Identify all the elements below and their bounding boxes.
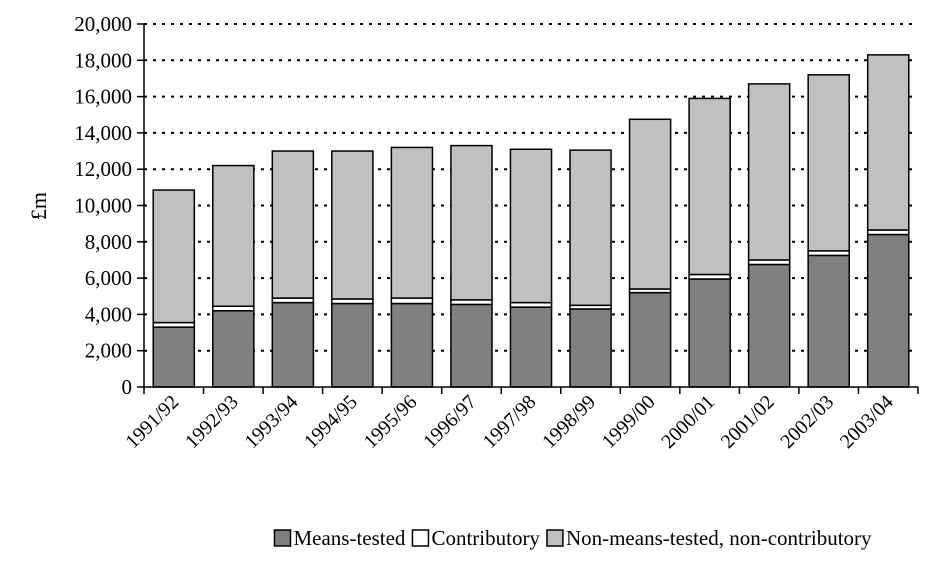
bar-segment xyxy=(212,164,255,307)
bar-segment xyxy=(331,302,374,388)
x-tick-label: 1998/99 xyxy=(538,391,600,453)
legend-item: Contributory xyxy=(411,526,540,550)
x-tick-label: 1993/94 xyxy=(240,391,302,453)
bar-segment xyxy=(390,146,434,299)
bars-group xyxy=(152,54,910,388)
y-tick-label: 4,000 xyxy=(85,302,132,326)
bar-segment xyxy=(569,308,612,388)
x-tick-label: 1994/95 xyxy=(300,391,362,453)
y-tick-label: 10,000 xyxy=(74,194,132,218)
x-tick-label: 1997/98 xyxy=(479,391,541,453)
x-tick-label: 2002/03 xyxy=(776,391,838,453)
bar-segment xyxy=(509,306,553,388)
bar-segment xyxy=(152,326,196,388)
legend-label: Means-tested xyxy=(293,526,405,550)
x-tick-label: 1995/96 xyxy=(360,391,422,453)
legend-item: Non-means-tested, non-contributory xyxy=(546,526,872,550)
bar-segment xyxy=(747,83,791,261)
y-tick-label: 20,000 xyxy=(74,12,132,36)
legend-swatch xyxy=(411,529,430,547)
y-tick-labels: 0 2,000 4,000 6,000 8,000 10,000 12,000 14,000 1… xyxy=(74,12,132,399)
bar-segment xyxy=(390,302,434,388)
bar-segment xyxy=(866,54,910,231)
bar-segment xyxy=(509,148,553,304)
legend-item: Means-tested xyxy=(273,526,406,550)
y-axis-title: £m xyxy=(26,192,51,220)
bar-segment xyxy=(628,291,672,388)
y-tick-label: 16,000 xyxy=(74,85,132,109)
y-tick-label: 0 xyxy=(122,375,133,399)
bar-segment xyxy=(807,254,850,388)
legend-label: Non-means-tested, non-contributory xyxy=(566,526,872,550)
bar-segment xyxy=(271,301,315,388)
legend-label: Contributory xyxy=(431,526,540,550)
bar-segment xyxy=(628,118,672,290)
x-tick-label: 1992/93 xyxy=(181,391,243,453)
x-tick-labels: 1991/921992/931993/941994/951995/961996/… xyxy=(121,391,897,453)
legend-swatch xyxy=(273,529,292,547)
bar-segment xyxy=(450,144,493,301)
y-tick-label: 12,000 xyxy=(74,157,132,181)
x-tick-label: 1996/97 xyxy=(419,391,481,453)
bar-segment xyxy=(688,97,731,276)
y-tick-label: 14,000 xyxy=(74,121,132,145)
bar-segment xyxy=(331,150,374,300)
bar-segment xyxy=(152,189,196,324)
y-tick-label: 6,000 xyxy=(85,266,132,290)
bar-segment xyxy=(569,149,612,307)
legend-swatch xyxy=(546,529,564,547)
y-tick-label: 2,000 xyxy=(85,339,132,363)
bar-segment xyxy=(747,263,791,388)
x-tick-label: 1999/00 xyxy=(598,391,660,453)
bar-segment xyxy=(450,303,493,388)
bar-segment xyxy=(271,150,315,299)
bar-segment xyxy=(390,297,434,305)
bar-segment xyxy=(807,74,850,252)
y-tick-label: 18,000 xyxy=(74,48,132,72)
x-tick-label: 2001/02 xyxy=(717,391,779,453)
bar-segment xyxy=(866,233,910,388)
bar-segment xyxy=(688,278,731,388)
x-tick-label: 1991/92 xyxy=(121,391,183,453)
axes-group xyxy=(137,23,919,394)
y-tick-label: 8,000 xyxy=(85,230,132,254)
legend: Means-tested Contributory Non-means-tested… xyxy=(273,526,872,550)
x-tick-label: 2003/04 xyxy=(836,391,898,453)
bar-segment xyxy=(212,310,255,388)
x-tick-label: 2000/01 xyxy=(657,391,719,453)
